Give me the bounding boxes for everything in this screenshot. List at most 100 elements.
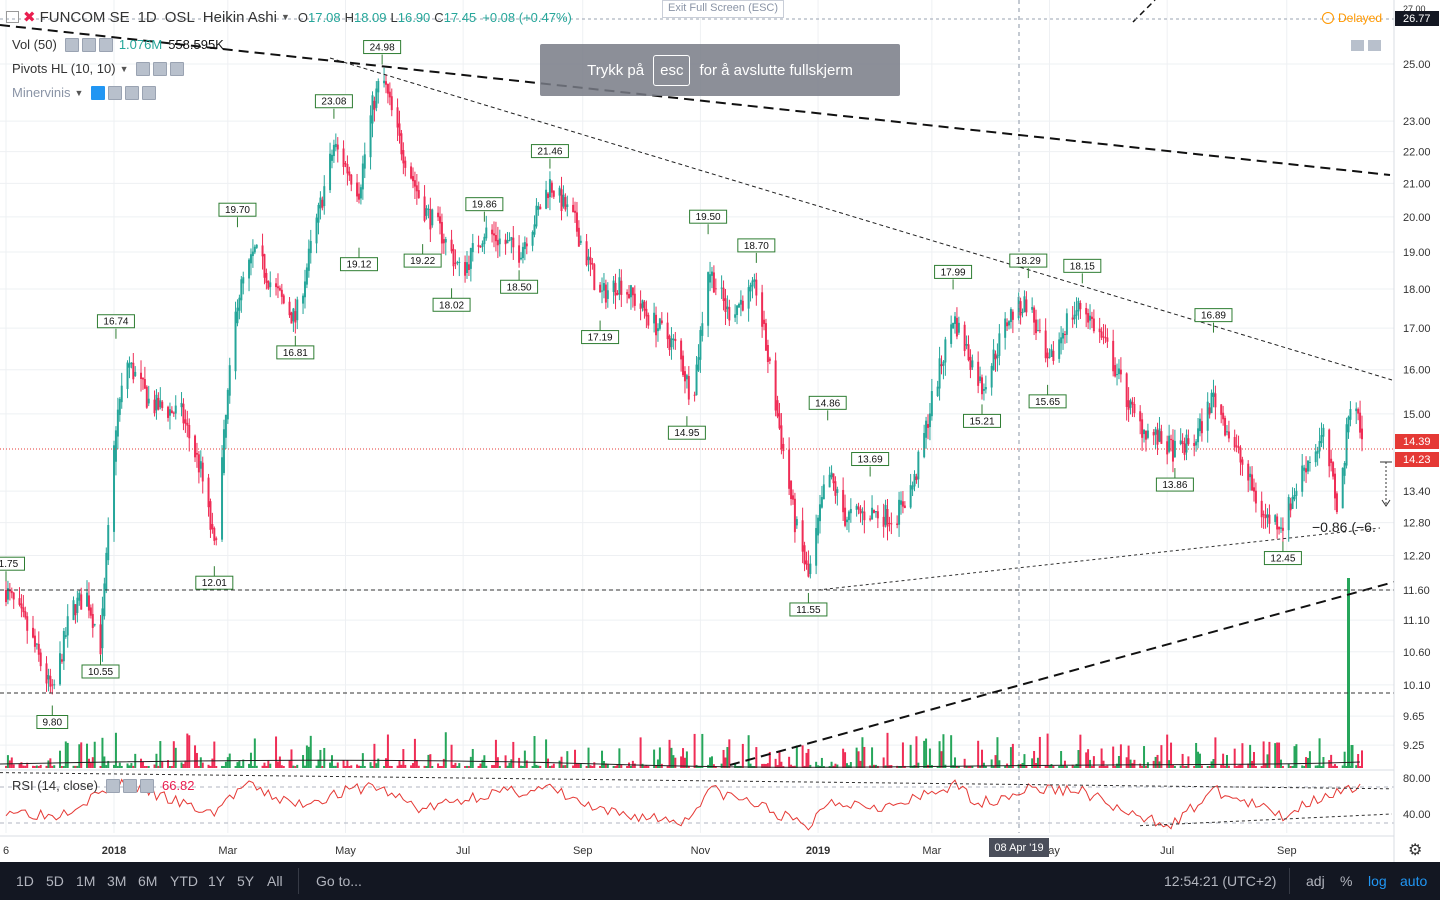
range-3m-button[interactable]: 3M — [107, 873, 127, 889]
arrange-icon[interactable] — [1368, 40, 1381, 51]
candle-body — [72, 600, 75, 621]
symbol-name[interactable]: FUNCOM SE — [39, 8, 130, 26]
candle-body — [562, 194, 565, 207]
eye-off-icon[interactable] — [91, 85, 106, 100]
gear-icon[interactable] — [108, 85, 123, 100]
candle-body — [585, 241, 588, 265]
minervini-legend[interactable]: Minervinis ▼ — [12, 85, 157, 100]
clock-icon — [1322, 12, 1334, 24]
candle-body — [159, 400, 162, 408]
volume-bar — [1058, 765, 1061, 768]
volume-bar — [59, 750, 62, 768]
volume-bar — [722, 749, 725, 768]
candle-body — [116, 409, 119, 437]
candle-body — [1289, 503, 1292, 511]
volume-legend[interactable]: Vol (50) 1.076M 558.595K — [12, 37, 224, 52]
volume-bar — [1139, 763, 1142, 768]
gear-icon[interactable] — [122, 778, 137, 793]
range-ytd-button[interactable]: YTD — [170, 873, 198, 889]
collapse-icon[interactable] — [1351, 40, 1364, 51]
candle-body — [10, 590, 13, 594]
candle-body — [774, 360, 777, 411]
pivot-box — [1009, 253, 1048, 268]
volume-bar — [957, 766, 960, 768]
candle-body — [74, 604, 77, 616]
chevron-down-icon[interactable]: ▼ — [119, 63, 129, 74]
range-1m-button[interactable]: 1M — [76, 873, 96, 889]
volume-bar — [606, 763, 609, 768]
interval[interactable]: 1D — [137, 8, 157, 26]
close-icon[interactable] — [98, 37, 113, 52]
range-1d-button[interactable]: 1D — [16, 873, 34, 889]
close-icon[interactable] — [142, 85, 157, 100]
symbol-menu-icon[interactable] — [6, 11, 19, 23]
candle-body — [599, 284, 602, 293]
goto-button[interactable]: Go to... — [316, 873, 362, 889]
candle-body — [440, 222, 443, 244]
volume-bar — [639, 737, 642, 768]
clock-time[interactable]: 12:54:21 (UTC+2) — [1164, 873, 1277, 889]
volume-bar — [1227, 765, 1230, 768]
candle-body — [356, 182, 359, 197]
candle-body — [940, 364, 943, 367]
pivot-label: 24.98 — [370, 43, 395, 54]
close-icon[interactable] — [139, 778, 154, 793]
candle-body — [572, 204, 575, 213]
volume-bar — [1023, 754, 1026, 768]
eye-icon[interactable] — [136, 61, 151, 76]
chevron-down-icon[interactable]: ▼ — [74, 87, 84, 98]
volume-bar — [1293, 746, 1296, 768]
pivot-box — [963, 413, 1002, 428]
candle-body — [612, 280, 615, 292]
candle-body — [1060, 337, 1063, 344]
log-toggle[interactable]: log — [1368, 873, 1387, 889]
eye-icon[interactable] — [64, 37, 79, 52]
volume-bar — [442, 758, 445, 768]
delayed-badge[interactable]: Delayed — [1322, 11, 1382, 25]
candle-body — [1316, 450, 1319, 454]
range-5d-button[interactable]: 5D — [46, 873, 64, 889]
chart-style[interactable]: Heikin Ashi — [202, 8, 277, 26]
gear-icon[interactable] — [81, 37, 96, 52]
settings-gear-icon[interactable]: ⚙ — [1408, 842, 1423, 859]
pivot-label: 16.81 — [283, 348, 308, 359]
volume-bar — [726, 747, 729, 768]
candle-body — [170, 410, 173, 414]
volume-bar — [955, 765, 958, 768]
range-5y-button[interactable]: 5Y — [237, 873, 255, 889]
eye-icon[interactable] — [105, 778, 120, 793]
candle-body — [1106, 337, 1109, 342]
candle-body — [714, 288, 717, 290]
high-label: H — [344, 9, 354, 25]
volume-bar — [1060, 751, 1063, 768]
candle-body — [849, 508, 852, 514]
range-1y-button[interactable]: 1Y — [208, 873, 226, 889]
percent-toggle[interactable]: % — [1340, 873, 1353, 889]
exit-fullscreen-button[interactable]: Exit Full Screen (ESC) — [662, 0, 784, 18]
chevron-down-icon[interactable]: ▼ — [280, 12, 290, 22]
volume-bar — [834, 763, 837, 768]
adj-toggle[interactable]: adj — [1306, 873, 1325, 889]
candle-body — [444, 239, 447, 243]
range-6m-button[interactable]: 6M — [138, 873, 158, 889]
candle-body — [188, 425, 191, 439]
volume-bar — [693, 733, 696, 768]
rsi-legend[interactable]: RSI (14, close) 66.82 — [12, 778, 195, 793]
measure-arrow-icon — [1381, 499, 1391, 507]
gear-icon[interactable] — [153, 61, 168, 76]
pivots-legend[interactable]: Pivots HL (10, 10) ▼ — [12, 61, 185, 76]
volume-bar — [616, 764, 619, 768]
volume-bar — [545, 739, 548, 768]
volume-bar — [1160, 745, 1163, 768]
auto-toggle[interactable]: auto — [1400, 873, 1428, 889]
candle-body — [628, 294, 631, 299]
candle-body — [606, 290, 609, 299]
range-all-button[interactable]: All — [267, 873, 283, 889]
candle-body — [855, 505, 858, 510]
braces-icon[interactable] — [125, 85, 140, 100]
candle-body — [672, 338, 675, 341]
candle-body — [944, 339, 947, 363]
close-icon[interactable] — [170, 61, 185, 76]
candle-body — [1119, 369, 1122, 375]
